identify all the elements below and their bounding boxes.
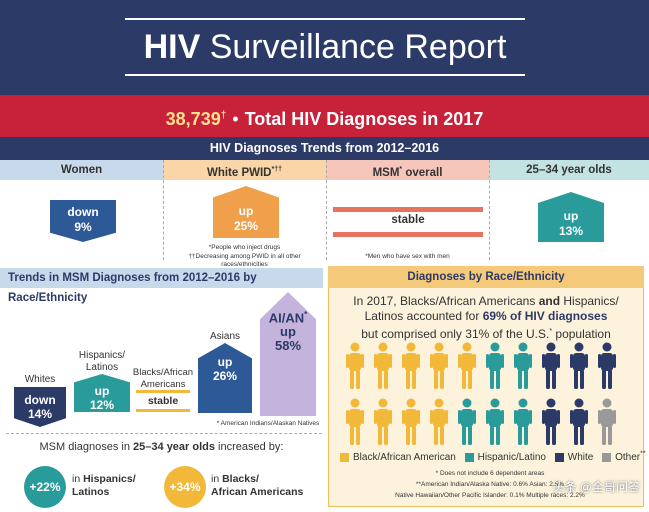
women-down-arrow: [50, 200, 116, 242]
col-white-pwid: White PWID*††: [163, 160, 326, 180]
header-band: [0, 0, 649, 95]
bar-label-blacks: Blacks/African Americans: [132, 367, 194, 390]
age-up-arrow: [538, 192, 604, 242]
person-icon: [570, 342, 588, 390]
total-label: Total HIV Diagnoses in 2017: [244, 109, 484, 129]
person-icon: [514, 342, 532, 390]
race-heading: Diagnoses by Race/Ethnicity: [328, 266, 644, 288]
person-icon: [346, 342, 364, 390]
bar-aian: AI/AN* up 58%: [260, 292, 316, 416]
person-icon: [570, 398, 588, 446]
divider: [326, 160, 327, 260]
person-icon: [374, 398, 392, 446]
person-icon: [514, 398, 532, 446]
person-icon: [542, 398, 560, 446]
hispanic-increase-badge: +22%: [24, 466, 66, 508]
black-increase-badge: +34%: [164, 466, 206, 508]
total-diagnoses-banner: 38,739† • Total HIV Diagnoses in 2017: [0, 95, 649, 137]
pwid-value: up 25%: [233, 204, 259, 233]
person-icon: [598, 342, 616, 390]
total-number: 38,739: [165, 109, 221, 129]
bar-blacks-value: stable: [147, 395, 179, 407]
people-grid: [346, 342, 626, 452]
col-women: Women: [0, 160, 163, 180]
person-icon: [346, 398, 364, 446]
divider: [6, 433, 322, 434]
person-icon: [458, 342, 476, 390]
bar-asians: up 26%: [198, 343, 252, 413]
person-icon: [430, 398, 448, 446]
watermark: 头条 @全哥问答: [552, 480, 640, 494]
person-icon: [458, 398, 476, 446]
pwid-footnote-2: ††Decreasing among PWID in all other rac…: [188, 253, 301, 268]
person-icon: [486, 398, 504, 446]
person-icon: [402, 342, 420, 390]
legend-other: Other**: [602, 451, 646, 463]
race-legend: Black/African American Hispanic/Latino W…: [340, 451, 646, 463]
page-title: HIV Surveillance Report: [125, 18, 525, 76]
col-msm: MSM* overall: [326, 160, 489, 180]
legend-black: Black/African American: [340, 452, 456, 463]
bar-blacks-top: [136, 390, 190, 393]
bar-label-asians: Asians: [209, 331, 240, 342]
person-icon: [374, 342, 392, 390]
black-increase-label: in Blacks/African Americans: [211, 473, 304, 498]
bar-hispanics: up 12%: [74, 374, 130, 412]
msm-stable-line-bottom: [333, 232, 483, 237]
bar-blacks-bottom: [136, 409, 190, 412]
divider: [163, 160, 164, 260]
person-icon: [486, 342, 504, 390]
divider: [489, 160, 490, 260]
race-footnote-1: * Does not include 6 dependent areas: [435, 470, 545, 477]
person-icon: [542, 342, 560, 390]
person-icon: [402, 398, 420, 446]
pwid-footnote: *People who inject drugs: [208, 244, 281, 251]
legend-swatch: [340, 453, 349, 463]
pwid-up-arrow: [213, 186, 279, 238]
legend-swatch: [602, 453, 612, 463]
race-statement: In 2017, Blacks/African Americans and Hi…: [353, 294, 619, 341]
race-footnote-2: **American Indian/Alaska Native: 0.6% As…: [415, 481, 565, 488]
col-25-34: 25–34 year olds: [489, 160, 649, 180]
bar-whites: down 14%: [14, 387, 66, 427]
person-icon: [598, 398, 616, 446]
legend-swatch: [554, 453, 564, 463]
trends-heading: HIV Diagnoses Trends from 2012–2016: [0, 137, 649, 160]
msm-footnote: *Men who have sex with men: [365, 253, 450, 260]
hispanic-increase-label: in Hispanics/Latinos: [72, 473, 136, 498]
bar-label-hispanics: Hispanics/Latinos: [78, 350, 126, 373]
bar-label-whites: Whites: [24, 374, 56, 385]
msm-value: stable: [391, 214, 425, 226]
person-icon: [430, 342, 448, 390]
age-value: up 13%: [558, 209, 584, 238]
legend-white: White: [554, 452, 593, 463]
race-footnote-3: Native Hawaiian/Other Pacific Islander: …: [395, 492, 585, 499]
aian-footnote: * American Indians/Alaskan Natives: [216, 420, 320, 427]
women-value: down 9%: [67, 205, 99, 234]
msm-stable-line-top: [333, 207, 483, 212]
legend-hispanic: Hispanic/Latino: [464, 452, 546, 463]
age-msm-intro: MSM diagnoses in 25–34 year olds increas…: [39, 441, 284, 453]
legend-swatch: [464, 453, 474, 463]
msm-race-heading: Trends in MSM Diagnoses from 2012–2016 b…: [0, 268, 323, 304]
